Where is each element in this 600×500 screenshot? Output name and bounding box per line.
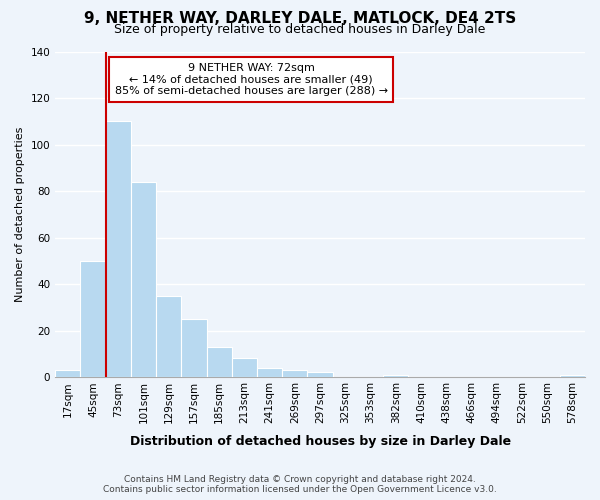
Bar bbox=[282, 370, 307, 377]
Bar bbox=[156, 296, 181, 377]
Text: Contains HM Land Registry data © Crown copyright and database right 2024.
Contai: Contains HM Land Registry data © Crown c… bbox=[103, 474, 497, 494]
Text: 9, NETHER WAY, DARLEY DALE, MATLOCK, DE4 2TS: 9, NETHER WAY, DARLEY DALE, MATLOCK, DE4… bbox=[84, 11, 516, 26]
Text: 9 NETHER WAY: 72sqm
← 14% of detached houses are smaller (49)
85% of semi-detach: 9 NETHER WAY: 72sqm ← 14% of detached ho… bbox=[115, 63, 388, 96]
Bar bbox=[80, 261, 106, 377]
Bar bbox=[206, 347, 232, 377]
Bar bbox=[307, 372, 332, 377]
Bar bbox=[106, 122, 131, 377]
Bar bbox=[560, 375, 585, 377]
Bar bbox=[131, 182, 156, 377]
Bar bbox=[232, 358, 257, 377]
Bar bbox=[383, 375, 409, 377]
X-axis label: Distribution of detached houses by size in Darley Dale: Distribution of detached houses by size … bbox=[130, 434, 511, 448]
Y-axis label: Number of detached properties: Number of detached properties bbox=[15, 126, 25, 302]
Bar bbox=[181, 319, 206, 377]
Bar bbox=[257, 368, 282, 377]
Bar bbox=[55, 370, 80, 377]
Text: Size of property relative to detached houses in Darley Dale: Size of property relative to detached ho… bbox=[115, 22, 485, 36]
